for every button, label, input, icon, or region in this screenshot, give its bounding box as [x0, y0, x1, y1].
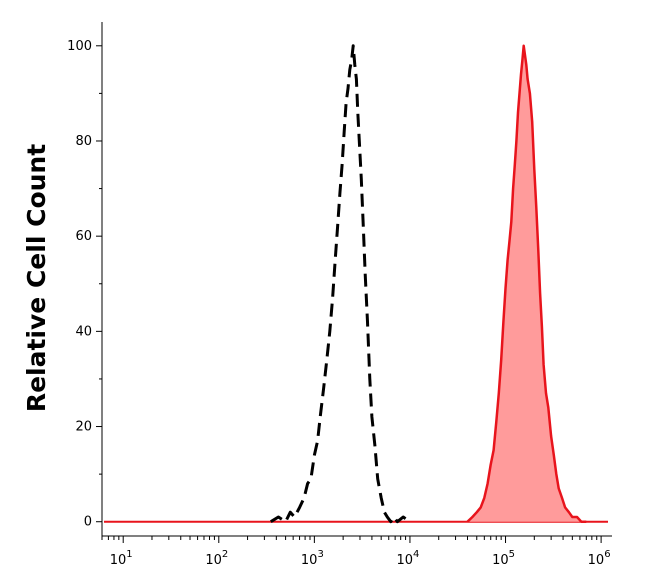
stained-histogram-line — [466, 44, 587, 523]
y-tick-label: 40 — [75, 324, 92, 339]
ticks: 0 20 40 60 80 100 101 102 103 104 105 106 — [67, 39, 610, 568]
control-histogram-line — [270, 44, 411, 524]
y-tick-label: 20 — [75, 420, 92, 435]
x-tick-label: 105 — [492, 549, 515, 568]
y-tick-label: 80 — [75, 134, 92, 149]
y-axis-label: Relative Cell Count — [22, 144, 51, 412]
x-tick-label: 104 — [396, 549, 419, 568]
stained-histogram-fill — [467, 45, 587, 522]
y-tick-label: 60 — [75, 229, 92, 244]
series-layer — [104, 44, 608, 524]
y-tick-label: 0 — [84, 515, 92, 530]
axes — [101, 22, 612, 537]
x-tick-label: 106 — [588, 549, 611, 568]
x-tick-label: 101 — [110, 549, 133, 568]
x-tick-label: 102 — [205, 549, 228, 568]
x-tick-label: 103 — [301, 549, 324, 568]
y-tick-label: 100 — [67, 39, 92, 54]
